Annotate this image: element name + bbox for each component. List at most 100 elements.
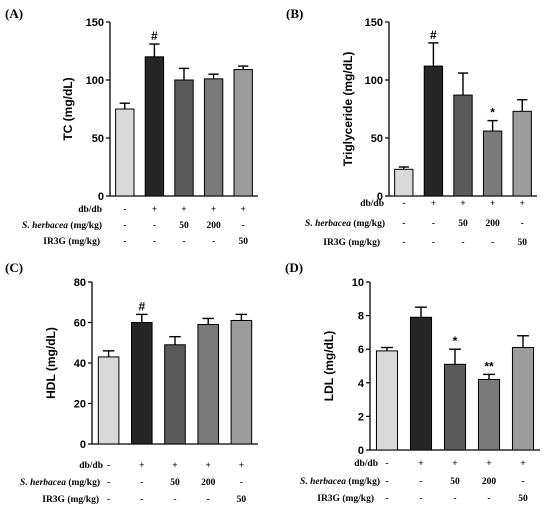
treatment-row-label: S. herbacea (mg/kg) [305,218,385,229]
treatment-cell: - [140,478,143,488]
y-tick-label: 150 [365,17,383,29]
treatment-cell: - [207,495,210,505]
treatment-cell: - [521,477,524,487]
chart-panel-b: (B) 0 50 100 150 Triglyceride (mg/dL) # * db/db -… [286,6,537,248]
treatment-cell: 50 [458,219,468,229]
significance-mark: * [490,106,495,120]
treatment-cell: + [205,461,210,471]
panel-label: (A) [5,6,23,21]
treatment-cell: 200 [482,477,497,487]
y-axis-title: LDL (mg/dL) [322,331,336,401]
bar [375,350,399,451]
treatment-cell: - [385,477,388,487]
treatment-cell: - [107,461,110,471]
treatment-cell: - [140,495,143,505]
panel-label: (D) [285,260,303,275]
treatment-cell: - [123,237,126,247]
treatment-cell: - [461,238,464,248]
chart-panel-a: (A) 0 50 100 150 TC (mg/dL) # db/db - + + + + S. herb… [5,6,258,247]
bar [115,108,135,197]
treatment-cell: 50 [179,221,189,231]
treatment-cell: 50 [238,237,248,247]
treatment-cell: 200 [485,219,500,229]
y-tick-label: 40 [74,358,86,370]
treatment-cell: + [152,205,157,215]
bar [174,79,194,197]
treatment-cell: - [173,495,176,505]
bar [511,347,535,451]
treatment-cell: - [521,219,524,229]
y-tick-label: 0 [98,191,104,203]
y-tick-label: 100 [365,75,383,87]
treatment-cell: + [172,461,177,471]
treatment-row-label: db/db [78,205,102,215]
treatment-cell: + [418,459,423,469]
y-tick-label: 50 [371,133,383,145]
y-tick-label: 2 [358,411,364,423]
treatment-cell: - [419,494,422,504]
treatment-cell: 200 [201,478,216,488]
treatment-cell: + [239,461,244,471]
significance-mark: # [430,28,437,42]
treatment-cell: - [402,199,405,209]
y-tick-label: 10 [352,277,364,289]
bar [233,69,253,197]
bar [394,168,414,197]
treatment-row-label: db/db [354,459,378,469]
treatment-cell: 50 [170,478,180,488]
treatment-cell: 50 [517,238,527,248]
bar [131,322,153,445]
bar [409,316,433,451]
panel-label: (B) [286,6,303,21]
treatment-cell: + [486,459,491,469]
treatment-row-label: db/db [360,199,384,209]
treatment-cell: + [211,205,216,215]
treatment-cell: + [139,461,144,471]
y-tick-label: 60 [74,318,86,330]
treatment-cell: - [491,238,494,248]
treatment-cell: 50 [518,494,528,504]
significance-mark: ** [484,359,494,373]
treatment-cell: + [452,459,457,469]
treatment-cell: - [240,478,243,488]
treatment-row-label: S. herbacea (mg/kg) [20,477,100,488]
treatment-row-label: IR3G (mg/kg) [317,493,374,504]
bar [230,319,253,445]
panel-label: (C) [5,260,23,275]
y-tick-label: 100 [86,75,104,87]
treatment-cell: - [487,494,490,504]
y-tick-label: 6 [358,344,364,356]
treatment-cell: + [520,459,525,469]
treatment-cell: - [432,219,435,229]
y-tick-label: 0 [377,191,383,203]
y-tick-label: 150 [86,17,104,29]
significance-mark: # [138,299,145,313]
y-tick-label: 4 [358,378,365,390]
bar [482,130,503,197]
treatment-cell: - [453,494,456,504]
bar [164,344,186,445]
bar [144,56,165,197]
treatment-cell: 200 [206,221,221,231]
treatment-cell: - [242,221,245,231]
significance-mark: * [453,334,458,348]
bar [203,78,224,197]
y-tick-label: 0 [80,439,86,451]
treatment-cell: - [212,237,215,247]
treatment-cell: - [107,495,110,505]
y-axis-title: Triglyceride (mg/dL) [341,52,355,167]
treatment-cell: + [490,199,495,209]
treatment-cell: + [431,199,436,209]
treatment-cell: - [182,237,185,247]
treatment-row-label: S. herbacea (mg/kg) [300,476,380,487]
y-tick-label: 8 [358,311,364,323]
significance-mark: # [151,29,158,43]
bar [453,94,473,197]
treatment-cell: - [123,205,126,215]
y-axis-title: TC (mg/dL) [61,77,75,140]
y-tick-label: 20 [74,399,86,411]
treatment-cell: + [519,199,524,209]
bar [477,378,501,451]
